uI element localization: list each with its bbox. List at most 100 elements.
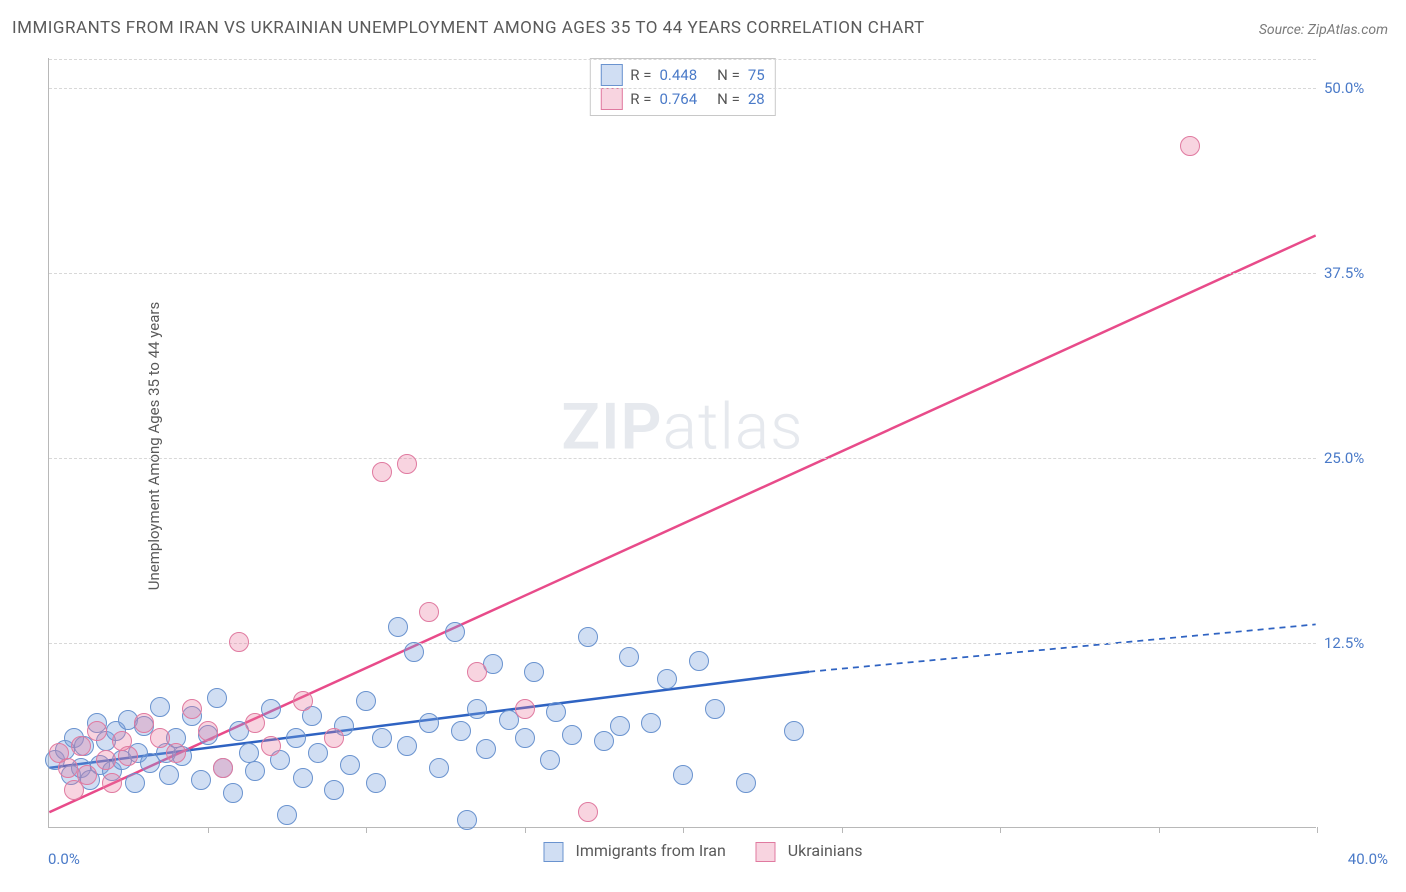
data-point: [524, 662, 544, 682]
data-point: [229, 632, 249, 652]
data-point: [540, 750, 560, 770]
data-point: [419, 602, 439, 622]
data-point: [619, 647, 639, 667]
x-tick: [1317, 827, 1318, 833]
data-point: [286, 728, 306, 748]
gridline-h: [49, 273, 1316, 274]
data-point: [366, 773, 386, 793]
x-tick: [683, 827, 684, 833]
series-legend: Immigrants from Iran Ukrainians: [543, 841, 862, 862]
legend-r-value-ukr: 0.764: [659, 90, 697, 108]
x-tick: [1000, 827, 1001, 833]
data-point: [182, 699, 202, 719]
data-point: [198, 721, 218, 741]
legend-row-iran: R = 0.448 N = 75: [600, 63, 764, 87]
data-point: [159, 765, 179, 785]
data-point: [207, 688, 227, 708]
source-attribution: Source: ZipAtlas.com: [1259, 22, 1388, 38]
data-point: [467, 662, 487, 682]
data-point: [245, 761, 265, 781]
legend-item-ukr: Ukrainians: [756, 841, 863, 862]
data-point: [419, 713, 439, 733]
data-point: [87, 721, 107, 741]
x-axis-end-label: 40.0%: [1348, 850, 1388, 868]
data-point: [515, 699, 535, 719]
data-point: [58, 758, 78, 778]
data-point: [457, 810, 477, 830]
x-tick: [525, 827, 526, 833]
data-point: [515, 728, 535, 748]
y-tick-label: 50.0%: [1324, 79, 1394, 97]
data-point: [118, 746, 138, 766]
x-tick: [208, 827, 209, 833]
data-point: [610, 716, 630, 736]
legend-swatch-ukr: [600, 88, 622, 110]
data-point: [689, 651, 709, 671]
data-point: [705, 699, 725, 719]
chart-title: IMMIGRANTS FROM IRAN VS UKRAINIAN UNEMPL…: [12, 18, 925, 38]
watermark: ZIPatlas: [561, 390, 803, 465]
legend-r-label: R =: [630, 90, 651, 108]
data-point: [150, 697, 170, 717]
gridline-h: [49, 458, 1316, 459]
data-point: [578, 627, 598, 647]
gridline-h: [49, 88, 1316, 89]
data-point: [324, 728, 344, 748]
data-point: [467, 699, 487, 719]
data-point: [356, 691, 376, 711]
x-axis-origin-label: 0.0%: [48, 850, 80, 868]
data-point: [71, 736, 91, 756]
y-tick-label: 37.5%: [1324, 264, 1394, 282]
legend-swatch-iran: [543, 842, 563, 862]
legend-n-value-iran: 75: [748, 66, 765, 84]
data-point: [476, 739, 496, 759]
legend-n-label: N =: [717, 66, 740, 84]
data-point: [397, 736, 417, 756]
data-point: [397, 454, 417, 474]
data-point: [223, 783, 243, 803]
legend-label-iran: Immigrants from Iran: [575, 841, 725, 860]
data-point: [562, 725, 582, 745]
y-tick-label: 25.0%: [1324, 449, 1394, 467]
legend-row-ukr: R = 0.764 N = 28: [600, 87, 764, 111]
data-point: [736, 773, 756, 793]
data-point: [293, 768, 313, 788]
data-point: [340, 755, 360, 775]
legend-swatch-ukr: [756, 842, 776, 862]
x-tick: [842, 827, 843, 833]
y-tick-label: 12.5%: [1324, 634, 1394, 652]
legend-r-label: R =: [630, 66, 651, 84]
data-point: [134, 713, 154, 733]
legend-item-iran: Immigrants from Iran: [543, 841, 725, 862]
data-point: [245, 713, 265, 733]
data-point: [1180, 136, 1200, 156]
data-point: [657, 669, 677, 689]
data-point: [578, 802, 598, 822]
legend-n-value-ukr: 28: [748, 90, 765, 108]
legend-label-ukr: Ukrainians: [788, 841, 863, 860]
data-point: [125, 773, 145, 793]
x-tick: [1159, 827, 1160, 833]
legend-n-label: N =: [717, 90, 740, 108]
data-point: [594, 731, 614, 751]
data-point: [784, 721, 804, 741]
data-point: [261, 699, 281, 719]
data-point: [213, 758, 233, 778]
legend-swatch-iran: [600, 64, 622, 86]
data-point: [372, 728, 392, 748]
data-point: [445, 622, 465, 642]
data-point: [673, 765, 693, 785]
data-point: [191, 770, 211, 790]
data-point: [308, 743, 328, 763]
trend-lines-layer: [49, 58, 1316, 827]
data-point: [96, 750, 116, 770]
data-point: [277, 805, 297, 825]
data-point: [404, 642, 424, 662]
x-tick: [366, 827, 367, 833]
scatter-plot-area: ZIPatlas R = 0.448 N = 75 R = 0.764 N = …: [48, 58, 1316, 828]
legend-r-value-iran: 0.448: [659, 66, 697, 84]
data-point: [261, 736, 281, 756]
data-point: [546, 702, 566, 722]
data-point: [388, 617, 408, 637]
data-point: [451, 721, 471, 741]
